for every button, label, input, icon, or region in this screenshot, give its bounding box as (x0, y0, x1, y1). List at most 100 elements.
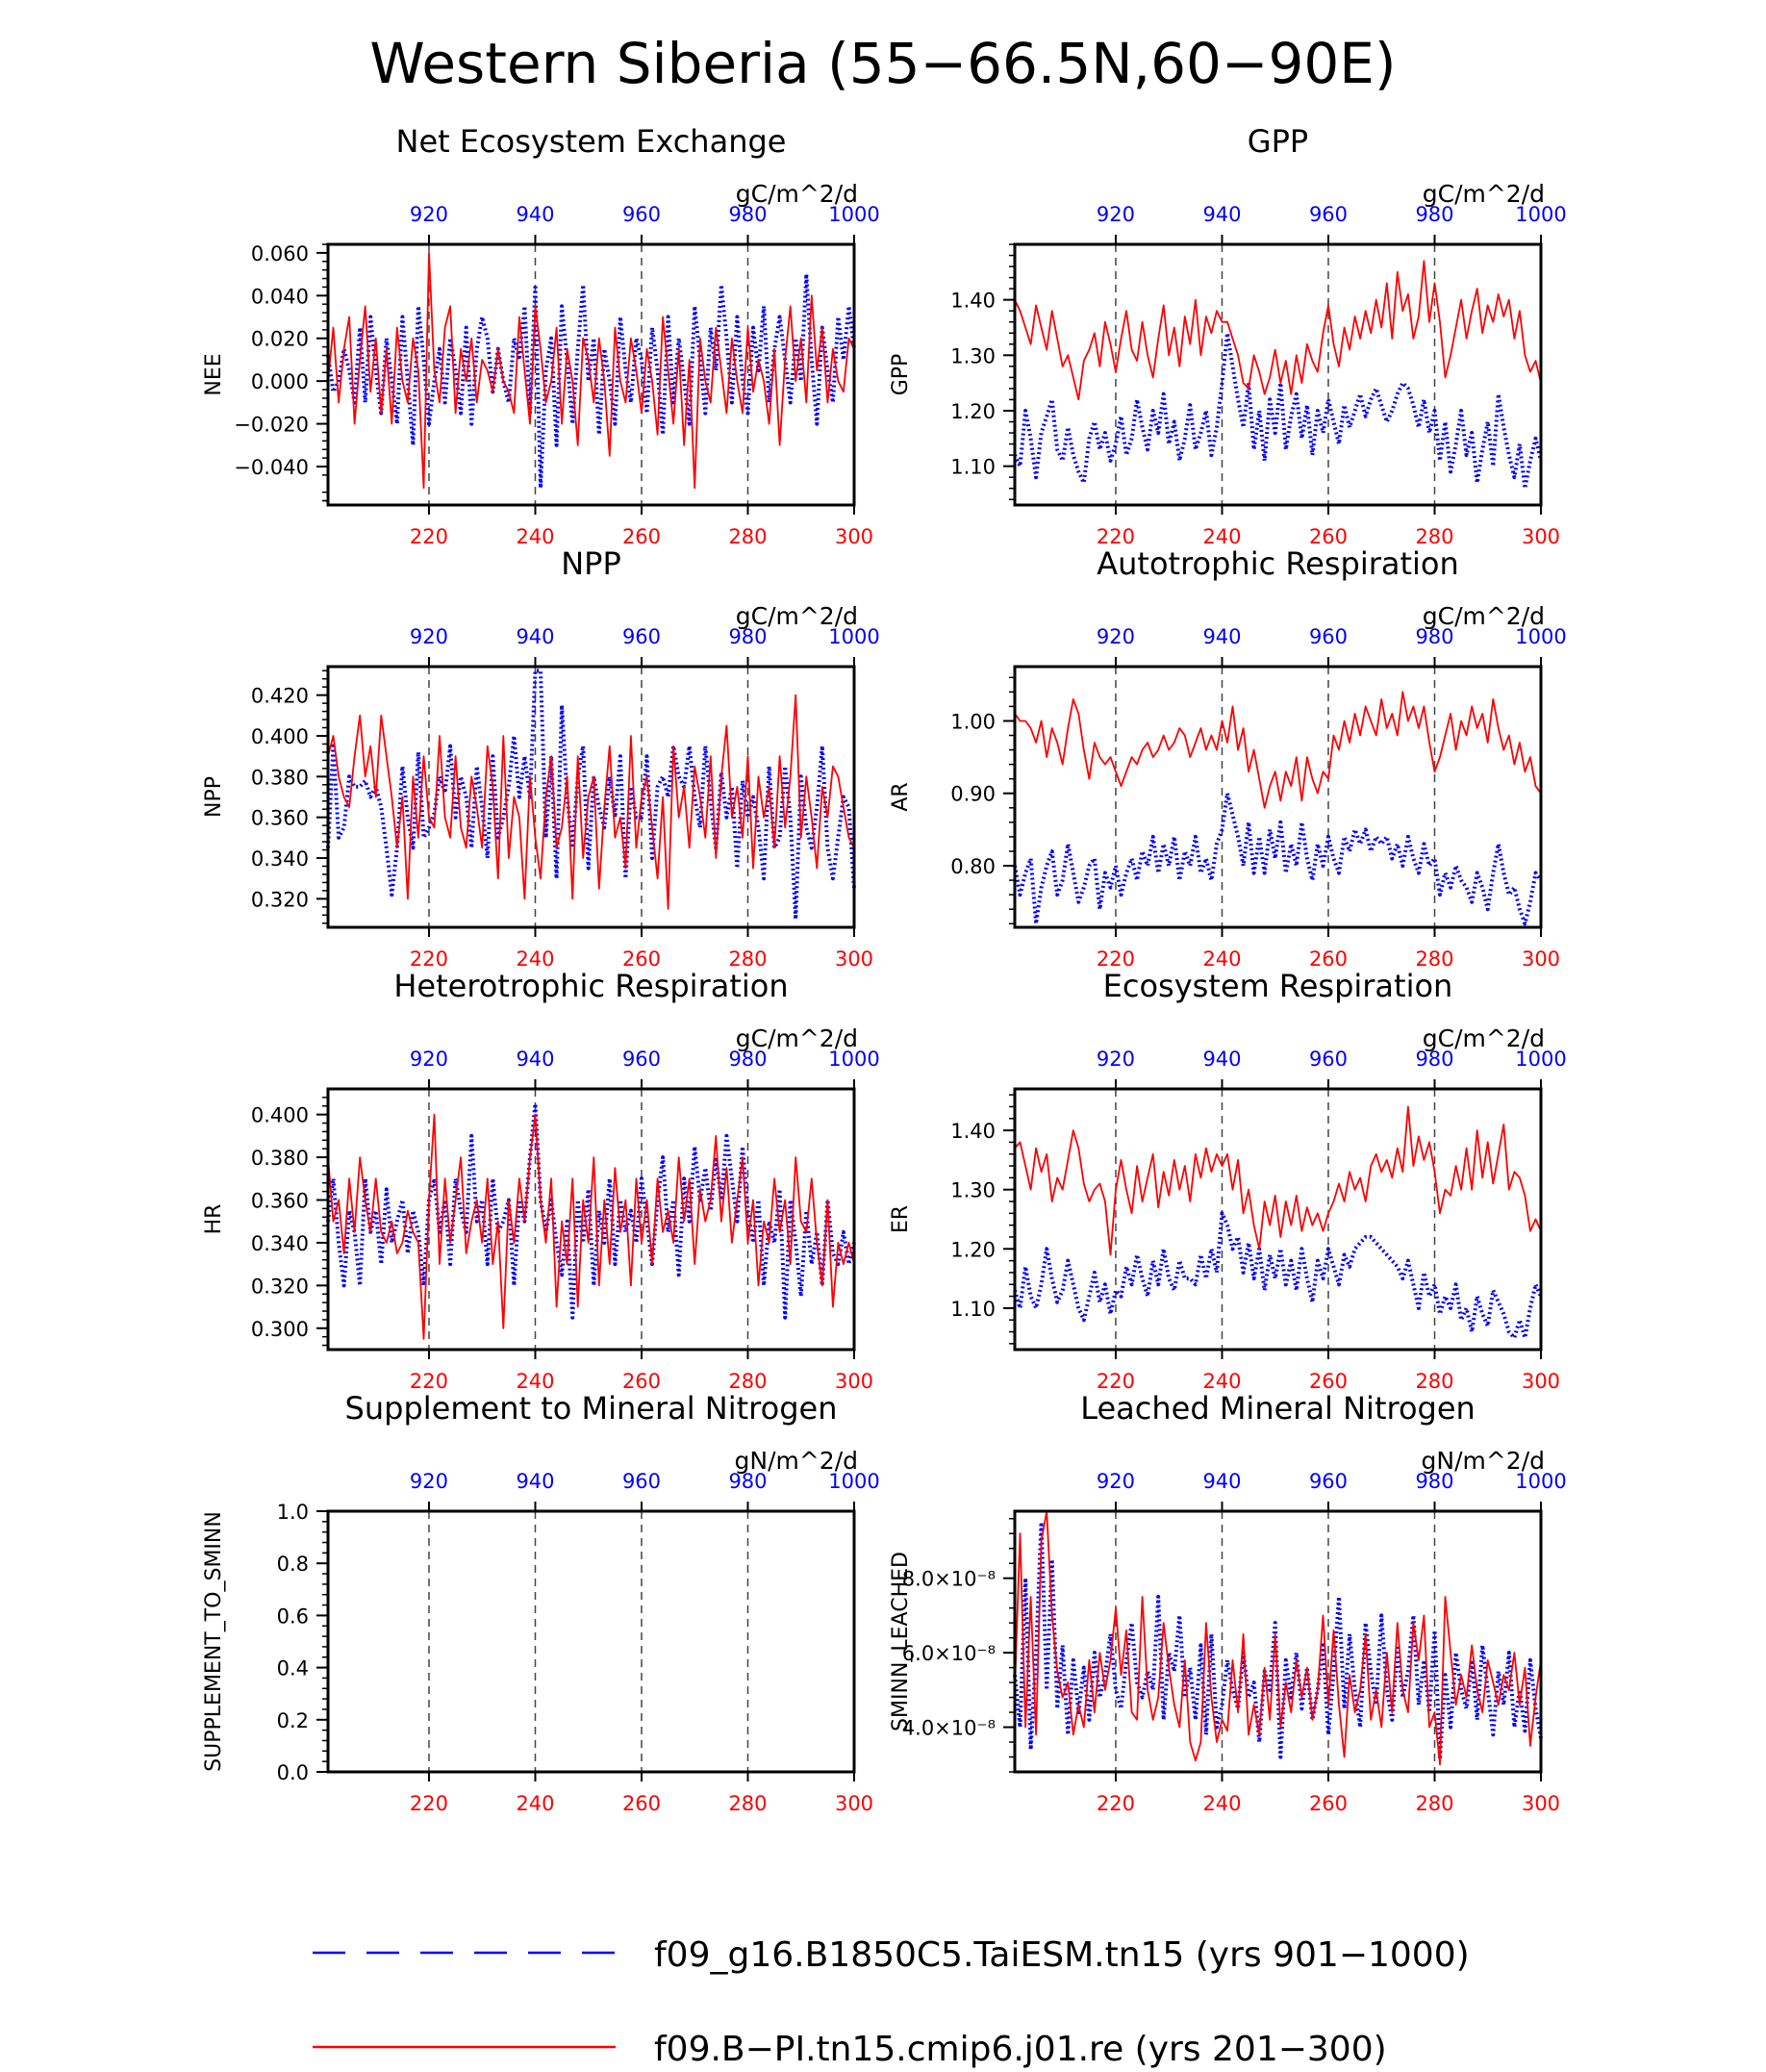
x-bottom-tick-label: 220 (410, 1370, 448, 1393)
x-bottom-tick-label: 260 (622, 948, 661, 971)
y-tick-label: 0.0 (277, 1761, 309, 1784)
y-tick-label: 1.0 (277, 1501, 309, 1524)
x-top-tick-label: 980 (728, 203, 767, 226)
y-tick-label: 0.300 (251, 1318, 309, 1341)
y-tick-label: 0.320 (251, 1275, 309, 1298)
x-bottom-tick-label: 300 (1522, 948, 1560, 971)
plot-frame (1013, 1087, 1543, 1352)
y-tick-label: 0.420 (251, 685, 309, 708)
y-tick-label: 0.8 (277, 1553, 309, 1576)
series-line-2 (1014, 1510, 1542, 1766)
y-tick-label: 0.400 (251, 1104, 309, 1127)
y-tick-label: 0.360 (251, 807, 309, 830)
plot-frame (326, 665, 856, 929)
panel-title: Leached Mineral Nitrogen (1080, 1390, 1476, 1427)
y-axis-label: NPP (202, 776, 226, 818)
x-top-tick-label: 940 (516, 1470, 554, 1493)
y-axis-label: NEE (202, 353, 226, 395)
x-top-tick-label: 960 (622, 1470, 661, 1493)
x-top-tick-label: 1000 (828, 203, 879, 226)
panel-title: Autotrophic Respiration (1097, 545, 1459, 582)
x-top-tick-label: 940 (516, 203, 554, 226)
y-tick-label: 8.0×10⁻⁸ (902, 1568, 996, 1591)
panel-title: Net Ecosystem Exchange (396, 123, 787, 160)
x-top-tick-label: 1000 (828, 1470, 879, 1493)
y-tick-label: 1.40 (950, 1120, 996, 1143)
legend-label-2: f09.B−PI.tn15.cmip6.j01.re (yrs 201−300) (654, 2030, 1387, 2069)
series-line-2 (327, 694, 855, 910)
x-bottom-tick-label: 260 (1309, 525, 1348, 548)
y-axis-label: HR (202, 1204, 226, 1235)
panel-title: Ecosystem Respiration (1103, 968, 1453, 1004)
y-tick-label: 1.40 (950, 290, 996, 313)
x-bottom-tick-label: 260 (1309, 1792, 1348, 1815)
x-top-tick-label: 920 (1097, 625, 1135, 648)
x-top-tick-label: 980 (1415, 1048, 1453, 1071)
x-top-tick-label: 920 (1097, 1470, 1135, 1493)
panel-8: Leached Mineral Nitrogen gN/m^2/d 4.0×10⁻⁸… (889, 1390, 1567, 1815)
y-axis-label: SMINN_LEACHED (889, 1552, 913, 1731)
figure-title: Western Siberia (55−66.5N,60−90E) (369, 31, 1396, 96)
x-top-tick-label: 920 (410, 203, 448, 226)
x-bottom-tick-label: 260 (622, 525, 661, 548)
units-label: gC/m^2/d (1423, 180, 1545, 208)
x-bottom-tick-label: 240 (1202, 948, 1241, 971)
units-label: gC/m^2/d (736, 602, 858, 630)
panel-1: Net Ecosystem Exchange gC/m^2/d −0.040 −0.0… (202, 123, 880, 548)
series-line-2 (327, 1113, 855, 1340)
y-axis-label: AR (889, 782, 913, 811)
series-line-2 (327, 251, 855, 490)
y-tick-label: −0.020 (234, 414, 309, 437)
y-tick-label: 0.90 (950, 783, 996, 806)
units-label: gN/m^2/d (1422, 1447, 1546, 1475)
x-top-tick-label: 920 (1097, 1048, 1135, 1071)
y-tick-label: 1.20 (950, 400, 996, 423)
x-top-tick-label: 960 (622, 1048, 661, 1071)
y-tick-label: 6.0×10⁻⁸ (902, 1642, 996, 1665)
x-top-tick-label: 960 (1309, 1470, 1348, 1493)
units-label: gC/m^2/d (736, 1024, 858, 1052)
x-bottom-tick-label: 260 (1309, 1370, 1348, 1393)
x-top-tick-label: 1000 (1515, 1470, 1566, 1493)
x-bottom-tick-label: 280 (728, 525, 767, 548)
units-label: gC/m^2/d (1423, 602, 1545, 630)
x-bottom-tick-label: 300 (835, 1370, 873, 1393)
x-top-tick-label: 1000 (828, 625, 879, 648)
units-label: gC/m^2/d (736, 180, 858, 208)
x-bottom-tick-label: 240 (516, 948, 554, 971)
x-top-tick-label: 980 (728, 1048, 767, 1071)
panel-4: Autotrophic Respiration gC/m^2/d 0.80 0.90 1… (889, 545, 1567, 971)
x-bottom-tick-label: 260 (622, 1792, 661, 1815)
x-top-tick-label: 940 (1202, 203, 1241, 226)
y-axis-label: SUPPLEMENT_TO_SMINN (202, 1511, 226, 1772)
y-tick-label: 0.320 (251, 888, 309, 911)
x-bottom-tick-label: 300 (1522, 1792, 1560, 1815)
y-tick-label: 1.20 (950, 1238, 996, 1261)
y-tick-label: 4.0×10⁻⁸ (902, 1717, 996, 1740)
x-bottom-tick-label: 260 (1309, 948, 1348, 971)
x-top-tick-label: 980 (728, 1470, 767, 1493)
series-line-1 (326, 272, 856, 491)
y-tick-label: 0.060 (251, 242, 309, 265)
y-tick-label: 0.040 (251, 285, 309, 308)
legend-label-1: f09_g16.B1850C5.TaiESM.tn15 (yrs 901−100… (654, 1935, 1470, 1975)
x-top-tick-label: 940 (1202, 625, 1241, 648)
panel-title: Heterotrophic Respiration (393, 968, 788, 1004)
x-top-tick-label: 920 (410, 1048, 448, 1071)
y-tick-label: 1.30 (950, 1179, 996, 1202)
x-top-tick-label: 940 (516, 1048, 554, 1071)
x-bottom-tick-label: 280 (1415, 1370, 1453, 1393)
x-bottom-tick-label: 240 (516, 1792, 554, 1815)
x-bottom-tick-label: 280 (1415, 525, 1453, 548)
x-bottom-tick-label: 240 (1202, 525, 1241, 548)
y-axis-label: ER (889, 1205, 913, 1233)
y-tick-label: 0.380 (251, 766, 309, 789)
plot-frame (1013, 242, 1543, 507)
panel-2: GPP gC/m^2/d 1.10 1.20 1.30 1.40 GPP 220 240 260 2… (889, 123, 1567, 548)
x-bottom-tick-label: 220 (1097, 525, 1135, 548)
x-top-tick-label: 920 (410, 1470, 448, 1493)
x-top-tick-label: 920 (1097, 203, 1135, 226)
panel-3: NPP gC/m^2/d 0.320 0.340 0.360 0.380 0.400 0.42… (202, 545, 880, 971)
y-tick-label: −0.040 (234, 456, 309, 479)
